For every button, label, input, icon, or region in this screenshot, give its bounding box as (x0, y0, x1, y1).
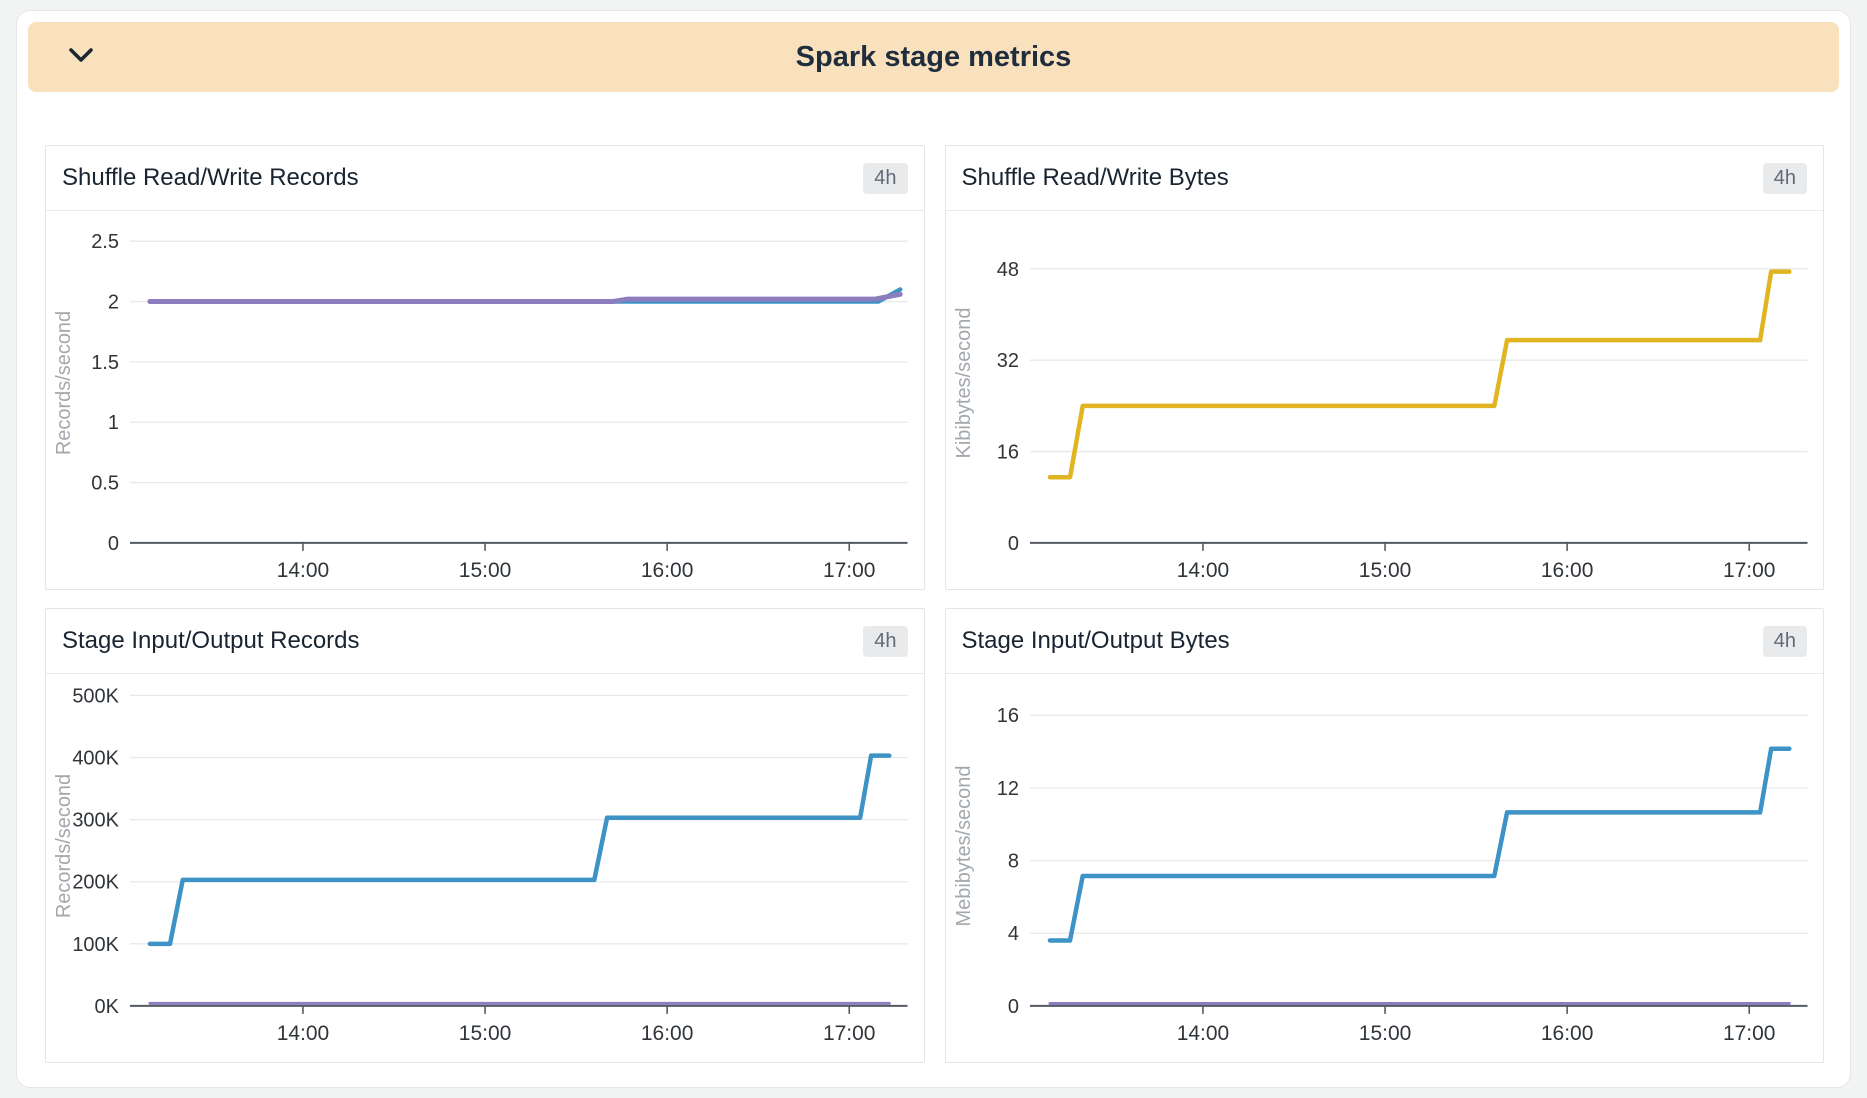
svg-text:15:00: 15:00 (1358, 1022, 1410, 1045)
svg-text:200K: 200K (72, 872, 119, 894)
shuffle-records-chart[interactable]: 2.5 2 1.5 1 0.5 0 14:00 15:00 16:00 17:00 Records/… (46, 211, 924, 589)
chevron-down-icon (68, 47, 94, 68)
panel-header: Stage Input/Output Records 4h (46, 609, 924, 674)
time-range-badge: 4h (1762, 625, 1807, 657)
svg-text:300K: 300K (72, 810, 119, 832)
svg-text:14:00: 14:00 (1176, 559, 1228, 582)
svg-text:8: 8 (1007, 851, 1018, 873)
svg-text:500K: 500K (72, 685, 119, 707)
chart-area: 500K 400K 300K 200K 100K 0K 14:00 15:00 16:00 17:… (46, 674, 924, 1062)
chart-area: 48 32 16 0 14:00 15:00 16:00 17:00 Kibibytes/sec… (946, 211, 1824, 589)
panel-header: Stage Input/Output Bytes 4h (945, 609, 1823, 674)
svg-text:Records/second: Records/second (53, 774, 75, 918)
svg-text:100K: 100K (72, 934, 119, 956)
chart-area: 16 12 8 4 0 14:00 15:00 16:00 17:00 Mebibytes/sec… (946, 674, 1824, 1062)
panel-header: Shuffle Read/Write Records 4h (46, 146, 924, 211)
svg-text:1: 1 (108, 412, 119, 434)
section-header-spark-stage-metrics[interactable]: Spark stage metrics (28, 22, 1839, 92)
panel-stage-bytes: Stage Input/Output Bytes 4h 16 12 8 4 0 14:00… (944, 608, 1824, 1063)
chart-title: Shuffle Read/Write Bytes (961, 164, 1229, 191)
svg-text:2.5: 2.5 (91, 231, 119, 253)
svg-text:1.5: 1.5 (91, 352, 119, 374)
svg-text:0K: 0K (95, 996, 120, 1018)
svg-text:16: 16 (996, 705, 1018, 727)
chart-title: Shuffle Read/Write Records (62, 164, 359, 191)
svg-text:400K: 400K (72, 748, 119, 770)
svg-text:2: 2 (108, 292, 119, 314)
svg-text:4: 4 (1007, 923, 1018, 945)
svg-text:14:00: 14:00 (277, 559, 329, 582)
svg-text:17:00: 17:00 (1722, 559, 1774, 582)
svg-text:16:00: 16:00 (641, 1022, 693, 1045)
panel-shuffle-records: Shuffle Read/Write Records 4h 2.5 2 1.5 1 0.… (45, 145, 925, 590)
time-range-badge: 4h (863, 625, 908, 657)
chart-title: Stage Input/Output Records (62, 627, 360, 654)
section-title: Spark stage metrics (795, 40, 1072, 73)
svg-text:0: 0 (108, 533, 119, 555)
svg-text:16:00: 16:00 (1540, 559, 1592, 582)
shuffle-bytes-chart[interactable]: 48 32 16 0 14:00 15:00 16:00 17:00 Kibibytes/sec… (946, 211, 1824, 589)
svg-text:0: 0 (1007, 996, 1018, 1018)
chart-area: 2.5 2 1.5 1 0.5 0 14:00 15:00 16:00 17:00 Records/… (46, 211, 924, 589)
panel-stage-records: Stage Input/Output Records 4h 500K 400K 30… (45, 608, 925, 1063)
svg-text:12: 12 (996, 778, 1018, 800)
chart-title: Stage Input/Output Bytes (961, 627, 1230, 654)
svg-text:17:00: 17:00 (823, 559, 875, 582)
svg-text:Records/second: Records/second (53, 311, 75, 455)
svg-text:17:00: 17:00 (823, 1022, 875, 1045)
panel-header: Shuffle Read/Write Bytes 4h (945, 146, 1823, 211)
panel-shuffle-bytes: Shuffle Read/Write Bytes 4h 48 32 16 0 14:00… (944, 145, 1824, 590)
svg-text:16:00: 16:00 (641, 559, 693, 582)
stage-records-chart[interactable]: 500K 400K 300K 200K 100K 0K 14:00 15:00 16:00 17:… (46, 674, 924, 1052)
time-range-badge: 4h (863, 162, 908, 194)
svg-text:32: 32 (996, 350, 1018, 372)
time-range-badge: 4h (1762, 162, 1807, 194)
svg-text:15:00: 15:00 (459, 1022, 511, 1045)
svg-text:0: 0 (1007, 533, 1018, 555)
svg-text:17:00: 17:00 (1722, 1022, 1774, 1045)
svg-text:15:00: 15:00 (1358, 559, 1410, 582)
svg-text:16:00: 16:00 (1540, 1022, 1592, 1045)
stage-bytes-chart[interactable]: 16 12 8 4 0 14:00 15:00 16:00 17:00 Mebibytes/sec… (946, 674, 1824, 1052)
svg-text:Kibibytes/second: Kibibytes/second (952, 308, 974, 459)
svg-text:16: 16 (996, 442, 1018, 464)
collapse-section-button[interactable] (58, 22, 104, 92)
metrics-card: Spark stage metrics Shuffle Read/Write R… (16, 10, 1851, 1088)
svg-text:48: 48 (996, 259, 1018, 281)
charts-grid: Shuffle Read/Write Records 4h 2.5 2 1.5 1 0.… (45, 145, 1824, 1063)
svg-text:15:00: 15:00 (459, 559, 511, 582)
svg-text:Mebibytes/second: Mebibytes/second (952, 766, 974, 927)
svg-text:14:00: 14:00 (277, 1022, 329, 1045)
svg-text:0.5: 0.5 (91, 473, 119, 495)
svg-text:14:00: 14:00 (1176, 1022, 1228, 1045)
